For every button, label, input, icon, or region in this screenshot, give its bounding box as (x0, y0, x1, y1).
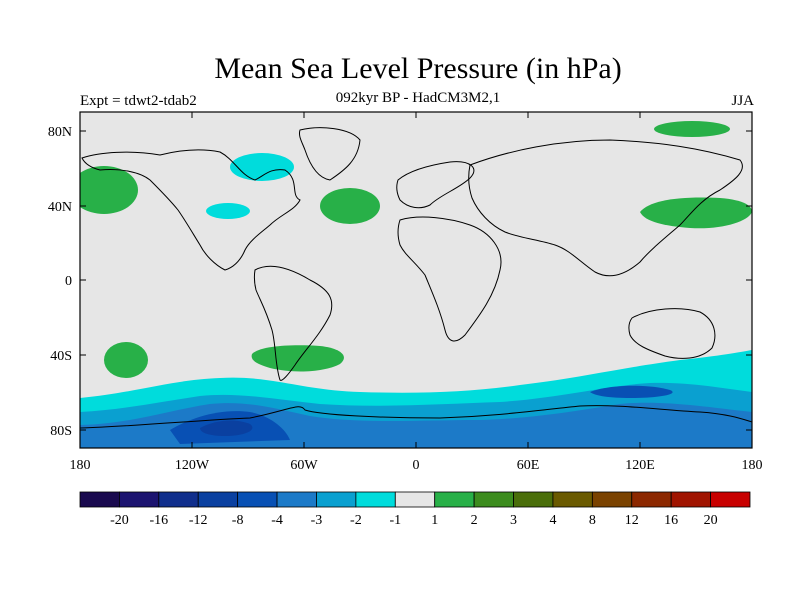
colorbar-swatch (355, 491, 396, 508)
colorbar-swatch (394, 491, 436, 508)
y-tick-label: 80S (50, 424, 72, 439)
colorbar-swatch (473, 491, 514, 508)
cyan-hudson (230, 153, 294, 181)
x-tick-label: 60E (517, 458, 540, 473)
colorbar-label: -4 (271, 513, 283, 528)
green-north-pacific-west (80, 166, 138, 214)
cyan-north-america (206, 203, 250, 219)
colorbar-label: 16 (664, 513, 678, 528)
colorbar-swatch (552, 491, 593, 508)
colorbar-label: -3 (311, 513, 323, 528)
coast-australia (628, 308, 716, 359)
colorbar-label: 12 (625, 513, 639, 528)
colorbar-label: 8 (589, 513, 596, 528)
colorbar-swatch (276, 491, 317, 508)
coastlines (80, 127, 752, 429)
colorbar-swatch (631, 491, 672, 508)
coast-africa (397, 216, 502, 342)
colorbar-label: 2 (471, 513, 478, 528)
colorbar-label: -2 (350, 513, 362, 528)
y-axis: 80N 40N 0 40S 80S (48, 125, 752, 439)
x-tick-label: 0 (413, 458, 420, 473)
colorbar-swatch (119, 491, 160, 508)
experiment-label: Expt = tdwt2-tdab2 (80, 93, 197, 109)
coast-asia (468, 139, 743, 277)
x-tick-label: 60W (290, 458, 318, 473)
map-subtitle: 092kyr BP - HadCM3M2,1 (335, 90, 501, 106)
colorbar: -20 -16 -12 -8 -4 -3 -2 -1 1 2 3 4 8 12 16 20 (79, 491, 751, 528)
green-north-atlantic (320, 188, 380, 224)
colorbar-swatch (434, 491, 475, 508)
y-tick-label: 40S (50, 349, 72, 364)
green-south-atlantic (251, 345, 344, 372)
x-tick-label: 180 (742, 458, 763, 473)
y-tick-label: 40N (48, 200, 72, 215)
colorbar-swatch (670, 491, 711, 508)
colorbar-swatch (710, 491, 751, 508)
green-south-pacific (104, 342, 148, 378)
coast-north-america (81, 149, 301, 271)
y-tick-label: 0 (65, 274, 72, 289)
colorbar-label: 3 (510, 513, 517, 528)
colorbar-swatch (316, 491, 357, 508)
colorbar-label: -16 (149, 513, 168, 528)
southern-band-deep-blue (200, 420, 253, 436)
southern-band-dark-blue-east (590, 385, 673, 398)
colorbar-swatch (237, 491, 278, 508)
x-tick-label: 120E (625, 458, 655, 473)
coast-greenland (299, 127, 361, 181)
colorbar-swatch (158, 491, 199, 508)
green-north-pacific-east (640, 197, 752, 229)
season-label: JJA (731, 93, 754, 109)
green-arctic (654, 121, 730, 137)
map-title: Mean Sea Level Pressure (in hPa) (214, 52, 622, 85)
colorbar-label: -20 (110, 513, 129, 528)
x-tick-label: 120W (175, 458, 210, 473)
coast-south-america (253, 265, 333, 381)
colorbar-label: 20 (704, 513, 718, 528)
coast-europe (396, 161, 475, 209)
colorbar-label: -8 (232, 513, 244, 528)
colorbar-swatch (513, 491, 554, 508)
x-tick-label: 180 (70, 458, 91, 473)
colorbar-label: -1 (389, 513, 401, 528)
pressure-anomaly-fields (80, 121, 752, 448)
x-axis: 180 120W 60W 0 60E 120E 180 (70, 112, 763, 473)
coast-antarctica (80, 405, 752, 429)
colorbar-label: 1 (431, 513, 438, 528)
y-tick-label: 80N (48, 125, 72, 140)
colorbar-swatch (591, 491, 633, 508)
colorbar-swatch (197, 491, 239, 508)
colorbar-label: -12 (189, 513, 208, 528)
colorbar-swatch (79, 491, 120, 508)
colorbar-label: 4 (549, 513, 556, 528)
